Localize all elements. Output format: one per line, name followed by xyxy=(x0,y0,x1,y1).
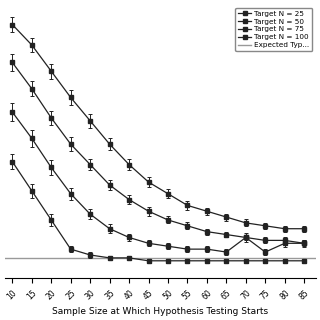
X-axis label: Sample Size at Which Hypothesis Testing Starts: Sample Size at Which Hypothesis Testing … xyxy=(52,307,268,316)
Legend: Target N = 25, Target N = 50, Target N = 75, Target N = 100, Expected Typ...: Target N = 25, Target N = 50, Target N =… xyxy=(236,8,312,51)
